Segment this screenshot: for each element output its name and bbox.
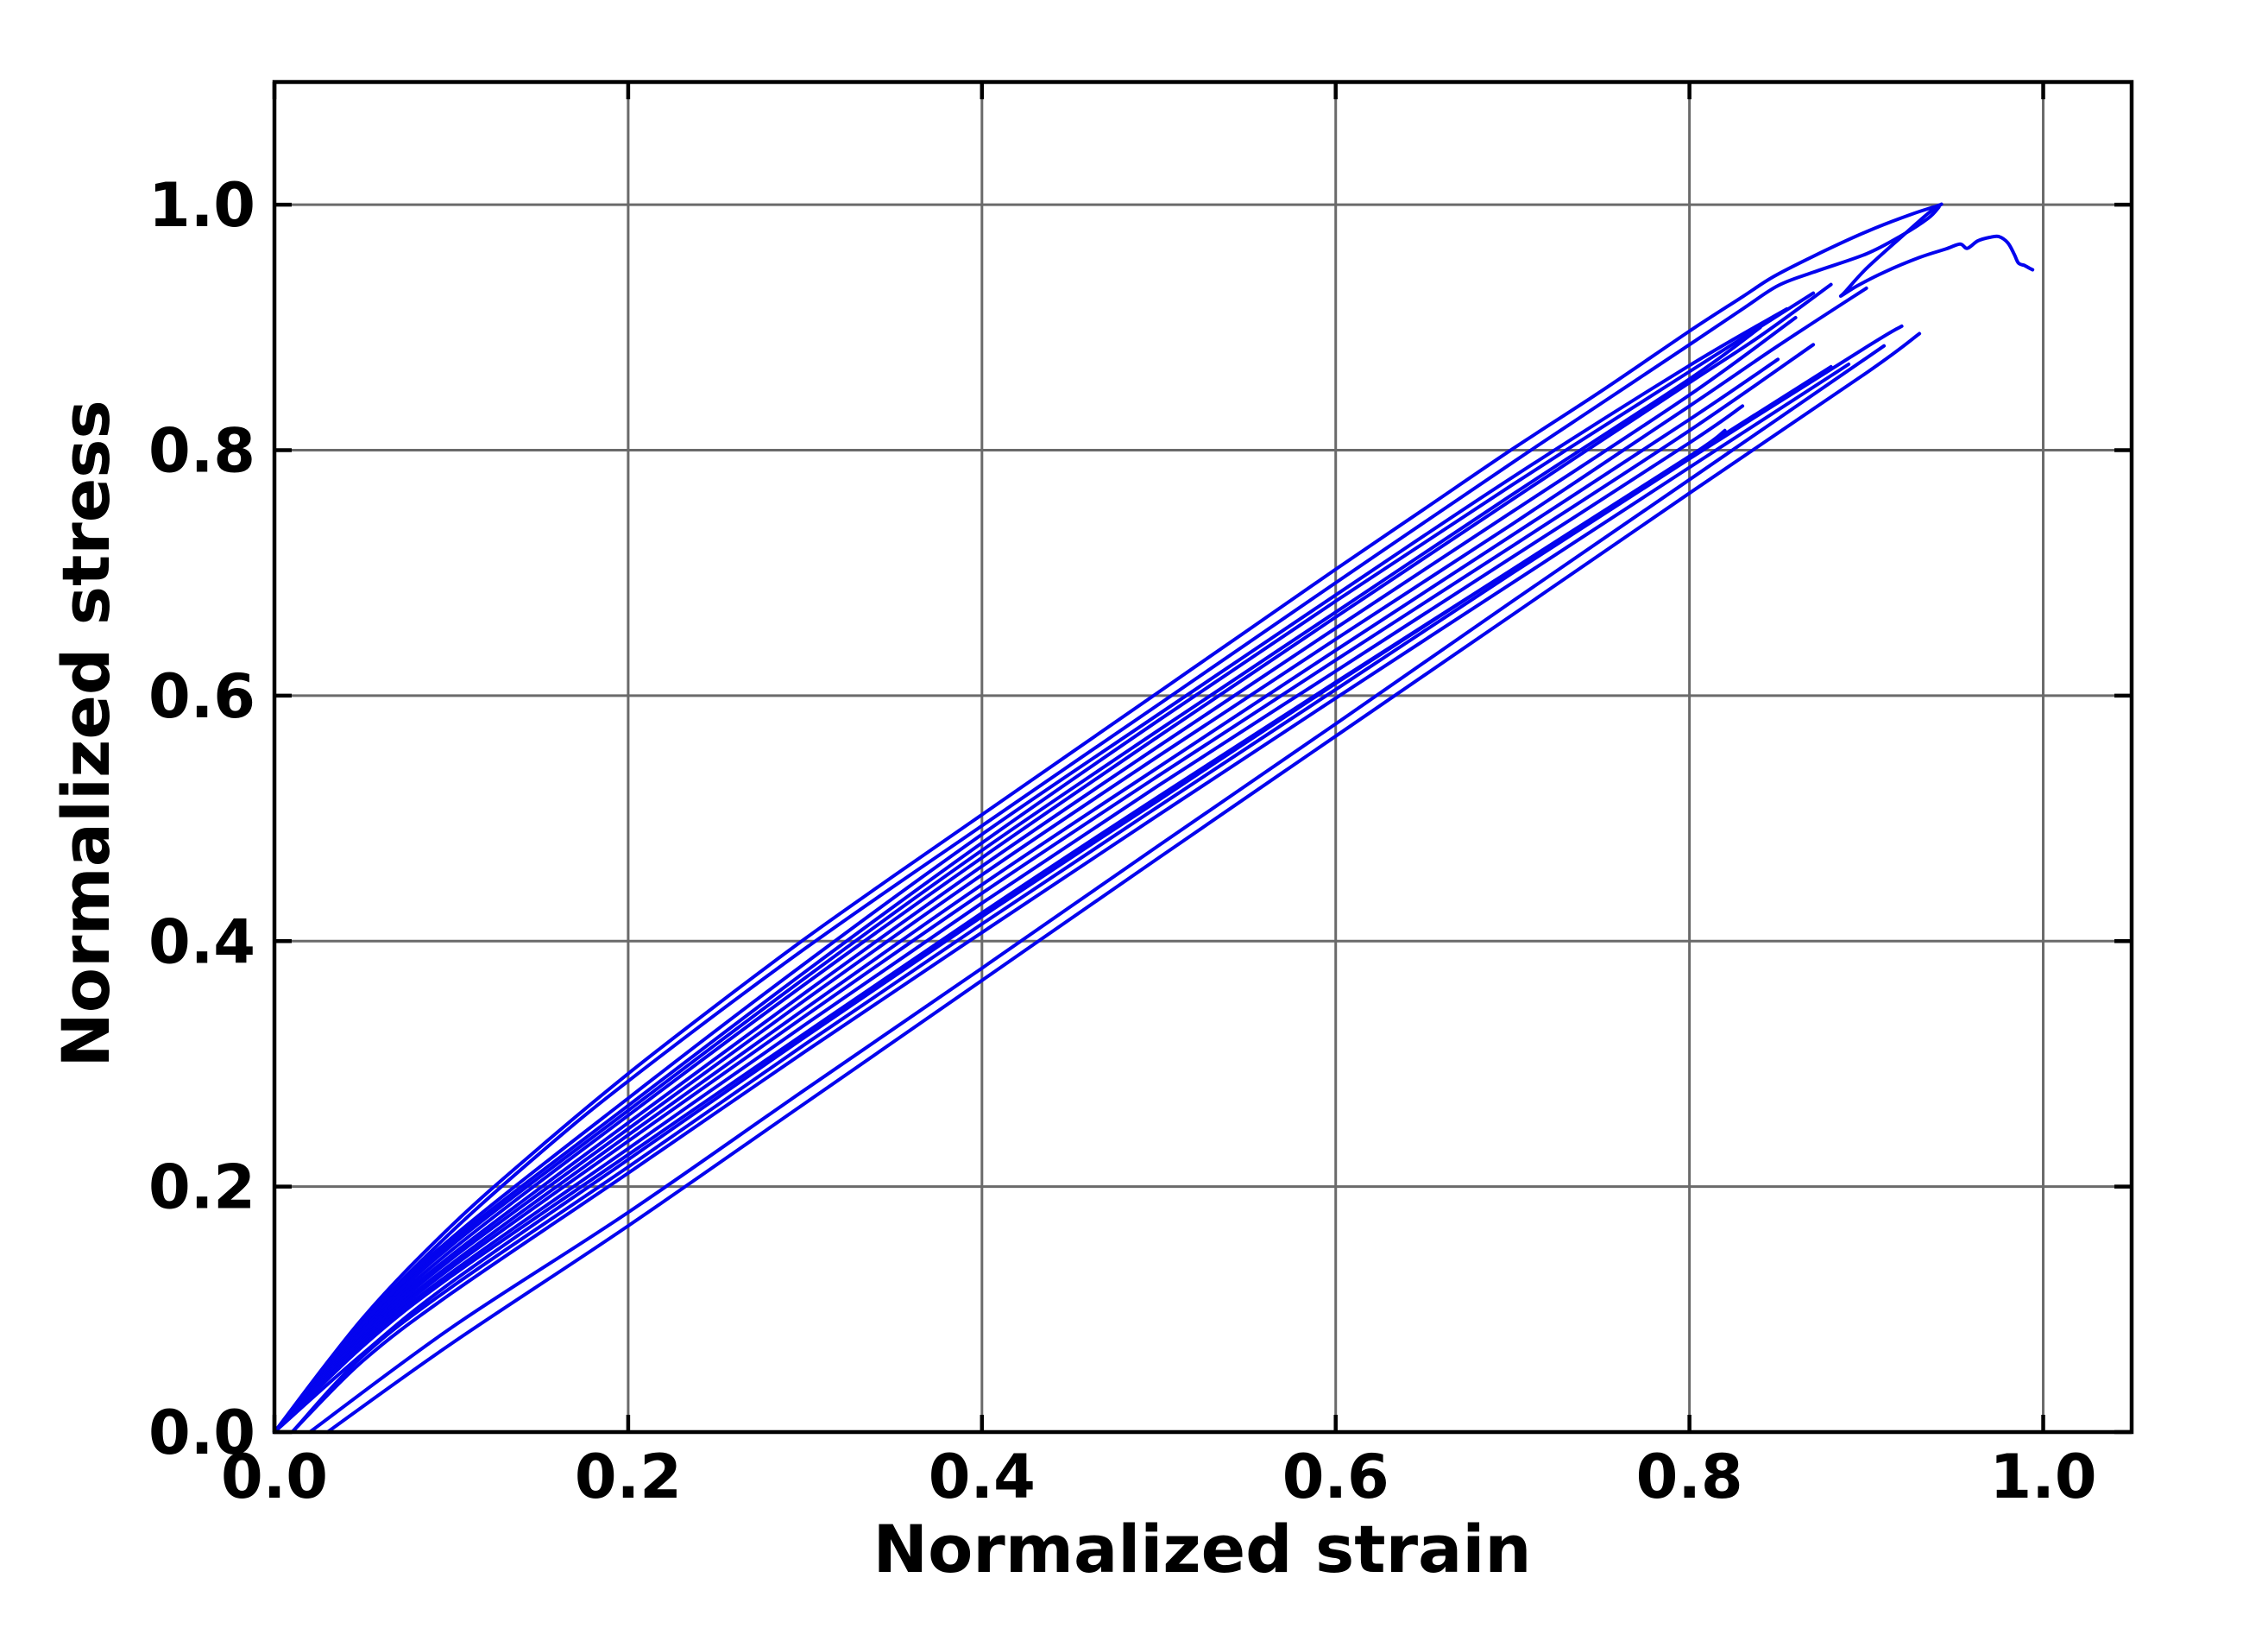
- y-tick-label-0.4: 0.4: [148, 906, 255, 977]
- curve-12: [273, 428, 1727, 1434]
- curve-04: [273, 307, 1789, 1434]
- x-tick-label-1.0: 1.0: [1990, 1442, 2097, 1512]
- curve-01-failure: [273, 202, 2035, 1434]
- y-tick-label-0.8: 0.8: [148, 416, 255, 487]
- curve-03: [273, 291, 1816, 1434]
- curve-14: [308, 344, 1887, 1434]
- x-tick-label-0.4: 0.4: [929, 1442, 1036, 1512]
- curve-13: [290, 363, 1851, 1434]
- x-tick-label-0.8: 0.8: [1636, 1442, 1743, 1512]
- curve-06: [273, 282, 1833, 1434]
- curve-08: [273, 286, 1868, 1434]
- y-tick-label-0.6: 0.6: [148, 661, 255, 732]
- y-tick-label-0.2: 0.2: [148, 1152, 255, 1223]
- curve-07: [273, 316, 1798, 1434]
- curve-05: [273, 325, 1762, 1434]
- curve-11: [273, 404, 1745, 1434]
- axes-spines: [272, 79, 2134, 1435]
- curve-16: [273, 364, 1833, 1434]
- x-tick-label-0.6: 0.6: [1282, 1442, 1389, 1512]
- curve-17: [290, 324, 1904, 1434]
- plot-border: [272, 79, 2134, 1435]
- x-tick-label-0.0: 0.0: [221, 1442, 328, 1512]
- x-axis-title: Normalized strain: [873, 1511, 1532, 1587]
- tick-marks: [272, 82, 2132, 1435]
- curve-02: [273, 205, 1941, 1434]
- tick-labels: 0.0 0.2 0.4 0.6 0.8 1.0 0.0 0.2 0.4 0.6 0.8 1.0: [148, 170, 2097, 1512]
- y-tick-label-1.0: 1.0: [148, 170, 255, 241]
- x-tick-label-0.2: 0.2: [575, 1442, 682, 1512]
- curve-10: [273, 343, 1816, 1434]
- curve-15: [325, 331, 1922, 1434]
- curve-09: [273, 357, 1780, 1434]
- y-tick-label-0.0: 0.0: [148, 1398, 255, 1468]
- data-curves: [273, 202, 2035, 1434]
- y-axis-title: Normalized stress: [47, 400, 124, 1068]
